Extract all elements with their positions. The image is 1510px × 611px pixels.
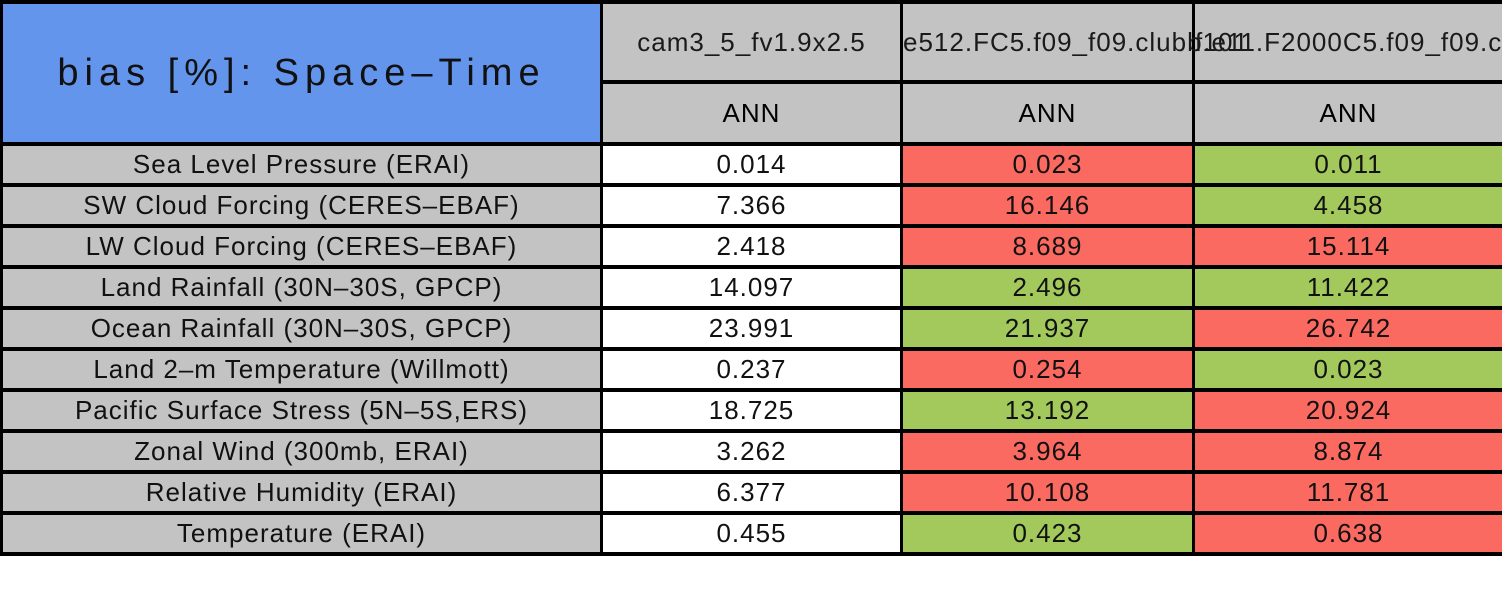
- model-header-col3: f.e11.F2000C5.f09_f09.control: [1192, 0, 1502, 84]
- row-label: LW Cloud Forcing (CERES–EBAF): [0, 224, 603, 269]
- metric-value-cell: 23.991: [600, 306, 903, 351]
- row-label: Temperature (ERAI): [0, 511, 603, 556]
- metric-value-cell: 0.011: [1192, 142, 1502, 187]
- row-label: Pacific Surface Stress (5N–5S,ERS): [0, 388, 603, 433]
- metric-value-cell: 16.146: [900, 183, 1195, 228]
- season-label-col2: ANN: [900, 80, 1195, 146]
- row-label: SW Cloud Forcing (CERES–EBAF): [0, 183, 603, 228]
- metric-value-cell: 0.014: [600, 142, 903, 187]
- metric-value-cell: 14.097: [600, 265, 903, 310]
- metric-value-cell: 8.874: [1192, 429, 1502, 474]
- model-name: cam3_5_fv1.9x2.5: [637, 26, 866, 57]
- metric-value-cell: 2.418: [600, 224, 903, 269]
- table-row: Ocean Rainfall (30N–30S, GPCP) 23.991 21…: [0, 306, 1502, 351]
- metric-value-cell: 4.458: [1192, 183, 1502, 228]
- metric-value-cell: 0.023: [900, 142, 1195, 187]
- metric-value-cell: 6.377: [600, 470, 903, 515]
- table-row: Pacific Surface Stress (5N–5S,ERS) 18.72…: [0, 388, 1502, 433]
- row-label: Relative Humidity (ERAI): [0, 470, 603, 515]
- table-row: Sea Level Pressure (ERAI) 0.014 0.023 0.…: [0, 142, 1502, 187]
- metric-value-cell: 3.964: [900, 429, 1195, 474]
- metric-value-cell: 26.742: [1192, 306, 1502, 351]
- model-name: f.e11.F2000C5.f09_f09.control: [1195, 26, 1502, 57]
- metric-value-cell: 11.422: [1192, 265, 1502, 310]
- row-label: Land 2–m Temperature (Willmott): [0, 347, 603, 392]
- row-label: Ocean Rainfall (30N–30S, GPCP): [0, 306, 603, 351]
- table-row: LW Cloud Forcing (CERES–EBAF) 2.418 8.68…: [0, 224, 1502, 269]
- table-row: SW Cloud Forcing (CERES–EBAF) 7.366 16.1…: [0, 183, 1502, 228]
- table-row: Temperature (ERAI) 0.455 0.423 0.638: [0, 511, 1502, 556]
- metric-value-cell: 18.725: [600, 388, 903, 433]
- bias-metrics-table: bias [%]: Space–Time cam3_5_fv1.9x2.5 e5…: [0, 0, 1502, 556]
- metric-value-cell: 0.254: [900, 347, 1195, 392]
- metric-value-cell: 8.689: [900, 224, 1195, 269]
- season-header-row: ANN ANN ANN: [2, 80, 1502, 146]
- model-header-col1: cam3_5_fv1.9x2.5: [600, 0, 903, 84]
- table-row: Relative Humidity (ERAI) 6.377 10.108 11…: [0, 470, 1502, 515]
- metric-value-cell: 2.496: [900, 265, 1195, 310]
- metric-value-cell: 11.781: [1192, 470, 1502, 515]
- metric-value-cell: 0.638: [1192, 511, 1502, 556]
- season-label-col3: ANN: [1192, 80, 1502, 146]
- model-header-col2: e512.FC5.f09_f09.clubb101: [900, 0, 1249, 84]
- metric-value-cell: 20.924: [1192, 388, 1502, 433]
- table-row: Land 2–m Temperature (Willmott) 0.237 0.…: [0, 347, 1502, 392]
- metric-value-cell: 13.192: [900, 388, 1195, 433]
- table-row: Zonal Wind (300mb, ERAI) 3.262 3.964 8.8…: [0, 429, 1502, 474]
- metric-value-cell: 3.262: [600, 429, 903, 474]
- metric-value-cell: 21.937: [900, 306, 1195, 351]
- metric-value-cell: 0.237: [600, 347, 903, 392]
- metric-value-cell: 7.366: [600, 183, 903, 228]
- row-label: Zonal Wind (300mb, ERAI): [0, 429, 603, 474]
- table-title: bias [%]: Space–Time: [0, 0, 603, 146]
- metric-value-cell: 0.423: [900, 511, 1195, 556]
- model-name: e512.FC5.f09_f09.clubb101: [903, 26, 1249, 57]
- table-row: Land Rainfall (30N–30S, GPCP) 14.097 2.4…: [0, 265, 1502, 310]
- season-label-col1: ANN: [600, 80, 903, 146]
- row-label: Sea Level Pressure (ERAI): [0, 142, 603, 187]
- row-label: Land Rainfall (30N–30S, GPCP): [0, 265, 603, 310]
- metric-value-cell: 0.455: [600, 511, 903, 556]
- metric-value-cell: 15.114: [1192, 224, 1502, 269]
- model-header-row: bias [%]: Space–Time cam3_5_fv1.9x2.5 e5…: [0, 0, 1502, 146]
- metric-value-cell: 10.108: [900, 470, 1195, 515]
- metric-value-cell: 0.023: [1192, 347, 1502, 392]
